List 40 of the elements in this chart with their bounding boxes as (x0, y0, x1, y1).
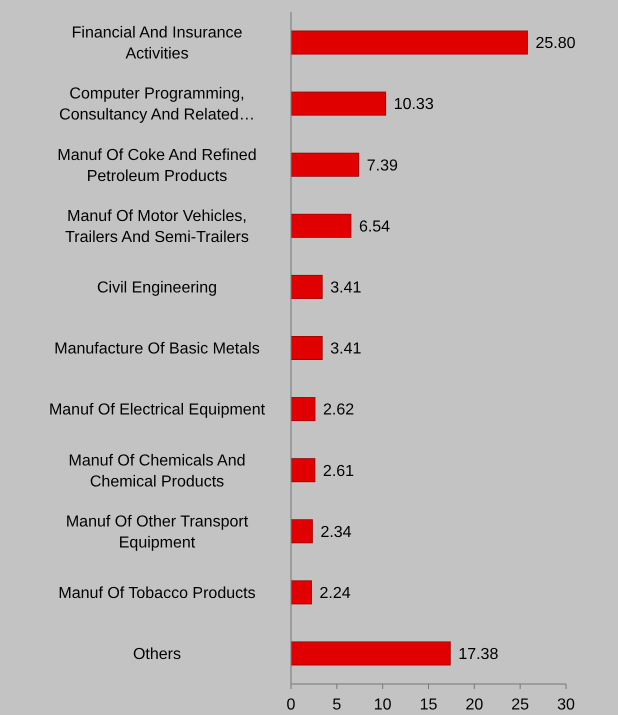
data-label: 3.41 (330, 280, 362, 297)
bar (290, 641, 451, 666)
x-tick-label: 10 (374, 696, 392, 714)
y-tick-label: Manuf Of Coke And Refined Petroleum Products (57, 146, 257, 185)
y-tick-label: Manufacture Of Basic Metals (54, 340, 260, 358)
bar (290, 274, 323, 299)
data-label: 3.41 (330, 340, 362, 358)
data-label: 17.38 (458, 646, 498, 664)
data-label: 7.39 (366, 157, 398, 174)
y-tick-label: Financial And Insurance Activities (72, 24, 242, 63)
bar (290, 580, 312, 604)
y-tick-label: Manuf Of Tobacco Products (58, 584, 256, 602)
x-tick-label: 20 (465, 696, 484, 714)
bar (290, 152, 360, 177)
data-label: 25.80 (536, 35, 576, 52)
data-label: 10.33 (394, 96, 434, 114)
bar (290, 336, 323, 360)
bar (290, 92, 386, 116)
y-tick-label: Others (132, 646, 182, 664)
x-tick-label: 0 (286, 696, 296, 714)
x-tick-label: 5 (332, 696, 342, 714)
y-tick-label: Manuf Of Electrical Equipment (48, 402, 266, 419)
data-label: 2.61 (322, 462, 354, 480)
bar (290, 30, 528, 55)
bar (290, 397, 316, 422)
bar (290, 519, 313, 544)
data-label: 2.24 (320, 584, 351, 602)
bar (290, 214, 352, 238)
data-label: 2.34 (320, 524, 352, 541)
y-tick-label: Civil Engineering (96, 280, 218, 297)
x-tick-label: 15 (420, 696, 438, 714)
y-tick-label: Manuf Of Chemicals And Chemical Products (68, 452, 246, 490)
y-tick-label: Manuf Of Motor Vehicles, Trailers And Semi-Trailers (65, 208, 249, 246)
x-tick-label: 25 (511, 696, 530, 714)
data-label: 6.54 (358, 218, 390, 236)
x-tick-label: 30 (557, 696, 575, 714)
data-label: 2.62 (323, 402, 354, 419)
bar (290, 458, 316, 482)
y-tick-label: Computer Programming, Consultancy And Related… (59, 86, 255, 124)
y-tick-label: Manuf Of Other Transport Equipment (66, 513, 249, 552)
